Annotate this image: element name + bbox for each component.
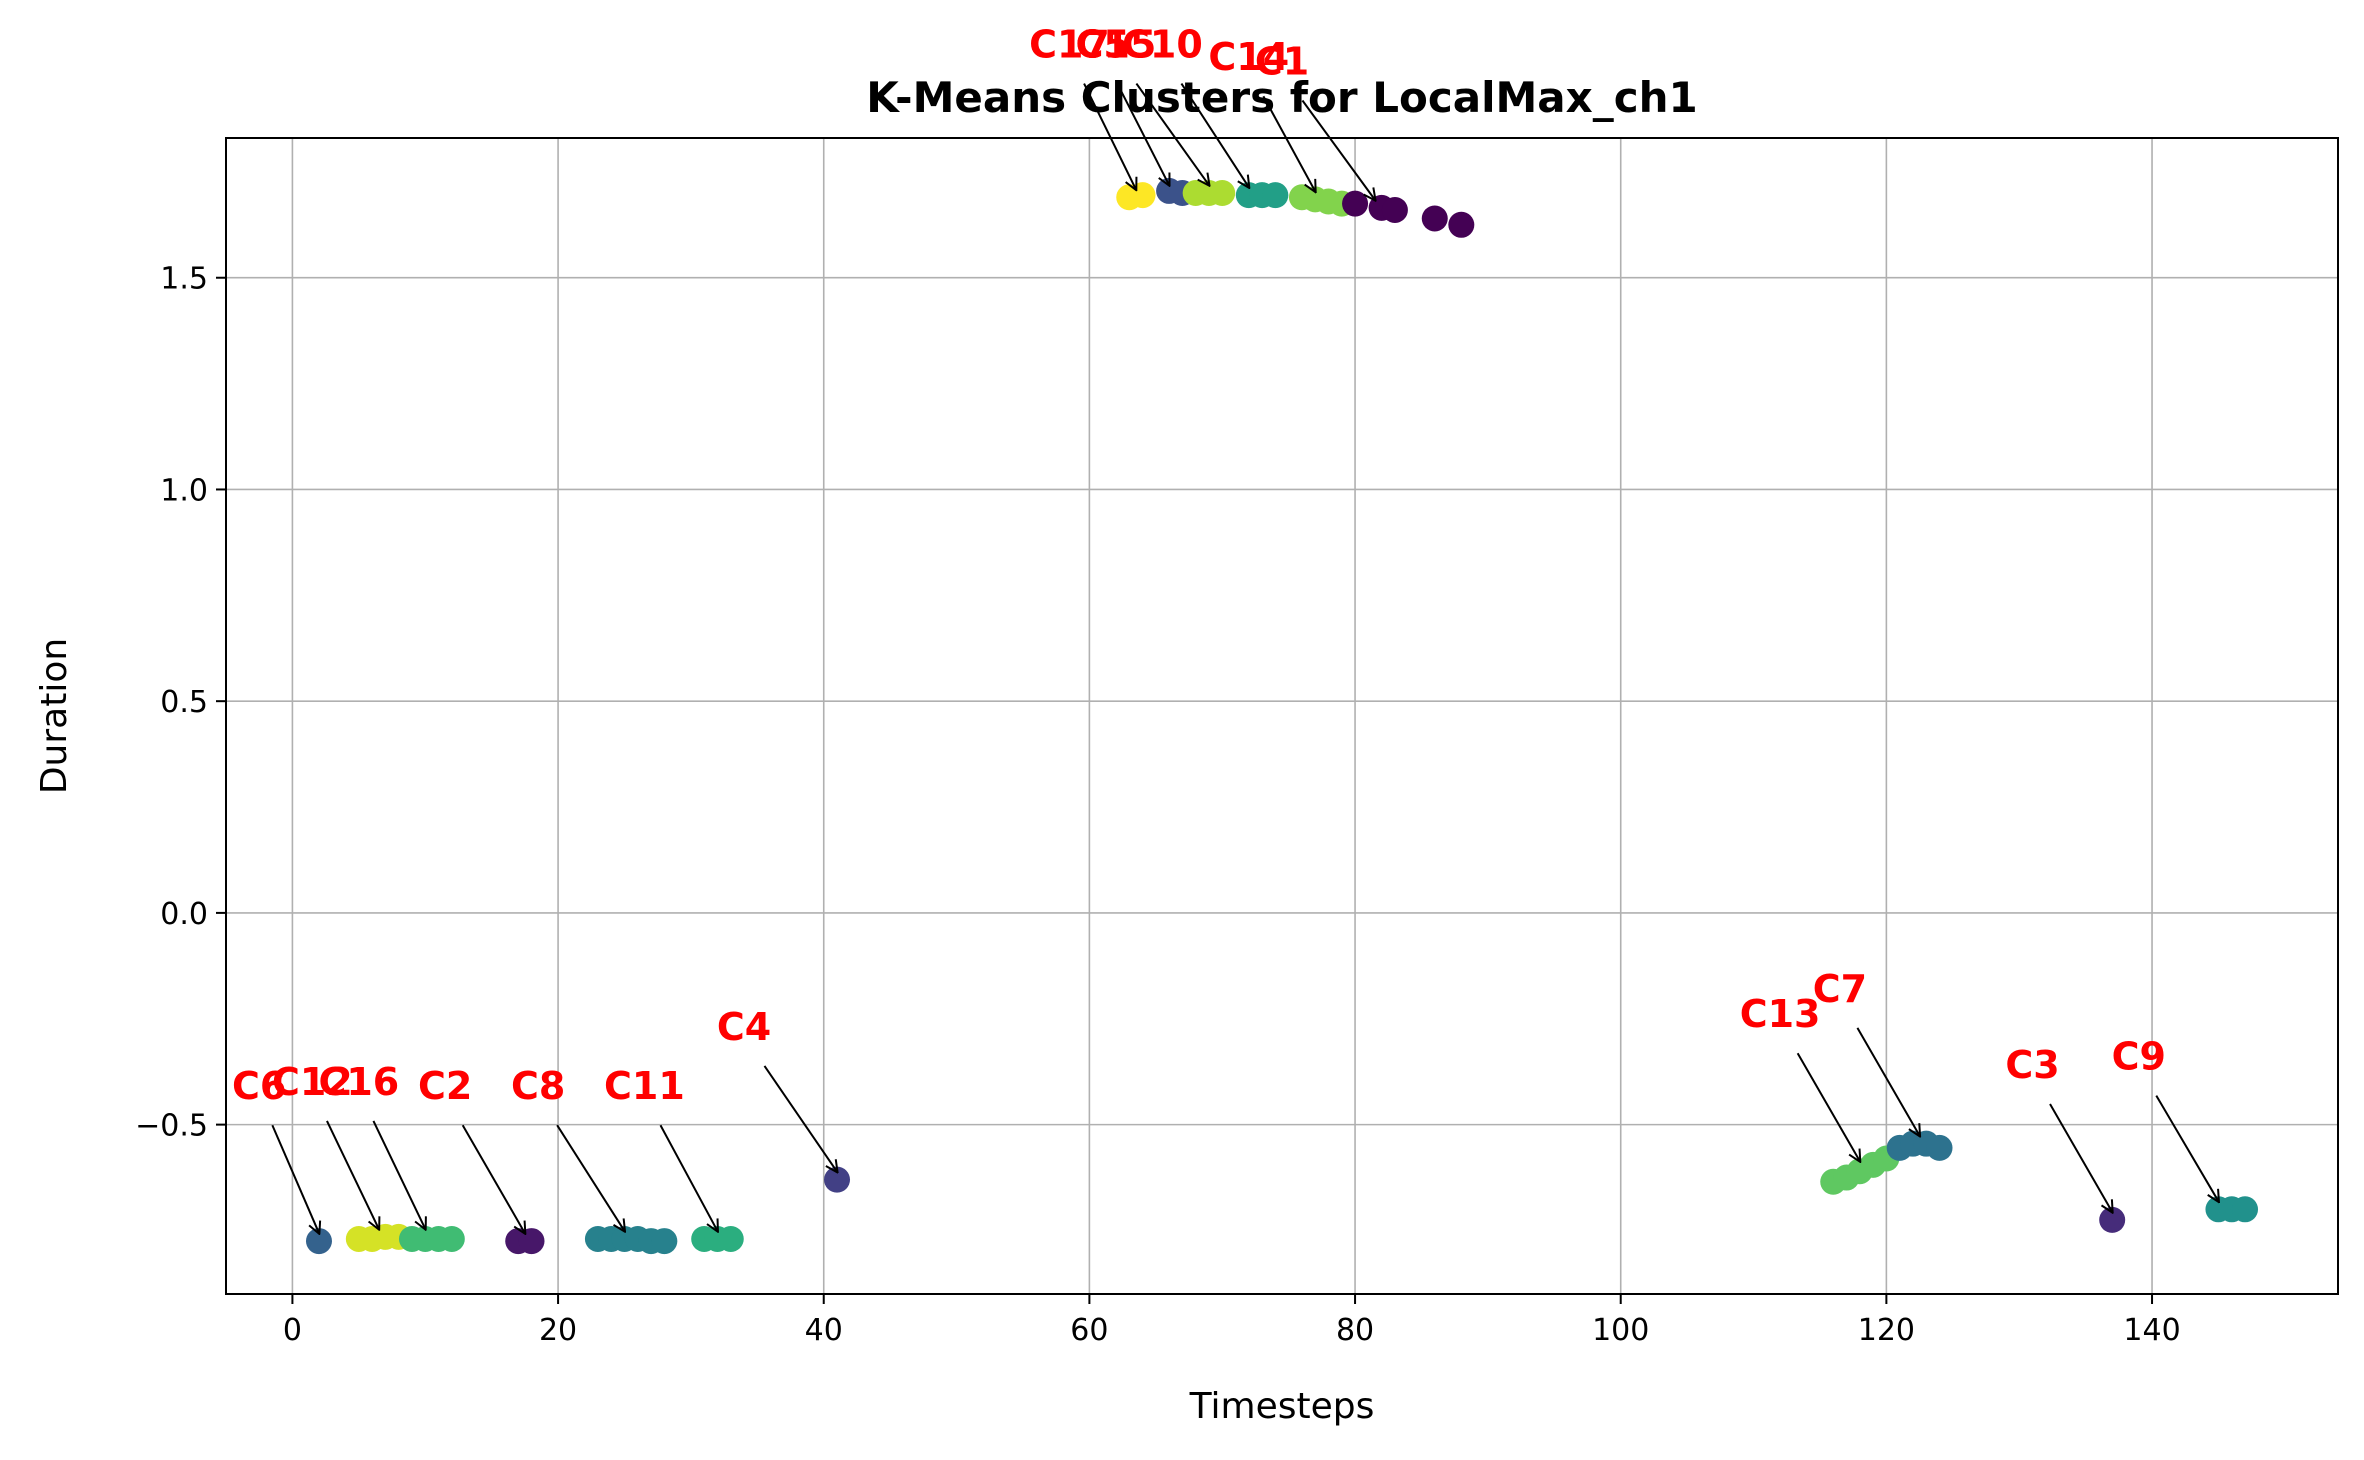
plot-area-frame [225,137,2339,1295]
cluster-label: C10 [1122,23,1203,67]
annotation-arrow [1301,99,1375,199]
cluster-label: C4 [717,1005,771,1049]
y-tick-label: 1.0 [160,473,208,508]
cluster-point [1381,196,1408,223]
chart-title: K-Means Clusters for LocalMax_ch1 [866,73,1697,122]
annotation-arrow [2155,1095,2218,1202]
cluster-label: C6 [232,1064,286,1108]
cluster-point [438,1225,465,1252]
cluster-point [2232,1196,2259,1223]
x-tick-label: 80 [1336,1313,1374,1348]
x-tick-label: 100 [1592,1313,1649,1348]
cluster-label: C11 [604,1064,685,1108]
cluster-label: C13 [1740,992,1821,1036]
annotation-arrow [1116,83,1169,186]
annotation-arrow [1262,95,1315,191]
cluster-label: C2 [418,1064,472,1108]
annotation-arrow [763,1065,837,1172]
cluster-point [518,1228,545,1255]
axis-ticks: 0 20 40 60 80 100 120 140 −0.5 0.0 0.5 1.0 1.5 [135,262,2181,1348]
cluster-label: C7 [1813,967,1867,1011]
x-tick-label: 120 [1858,1313,1915,1348]
annotation-arrow [1856,1027,1919,1136]
cluster-label: C5 [1076,23,1130,67]
cluster-label: C17 [1029,23,1110,67]
y-axis-label: Duration [34,638,75,794]
x-axis-label: Timesteps [1189,1386,1375,1427]
annotation-arrow [2049,1103,2112,1212]
annotation-arrow [1135,82,1209,186]
cluster-point [717,1225,744,1252]
y-tick-label: 1.5 [160,262,208,297]
annotation-arrow [1083,83,1136,190]
cluster-label: C8 [511,1064,565,1108]
cluster-point [1421,205,1448,232]
annotation-arrow [556,1124,624,1231]
annotation-arrow [326,1120,379,1229]
cluster-point [1342,190,1369,217]
x-tick-label: 40 [805,1313,843,1348]
cluster-label: C16 [318,1060,399,1104]
y-tick-label: 0.5 [160,685,208,720]
cluster-label: C9 [2112,1035,2166,1079]
cluster-label: C12 [272,1060,353,1104]
annotation-arrow [1180,83,1248,188]
cluster-label: C15 [1076,23,1157,67]
cluster-point [651,1228,678,1255]
x-tick-label: 60 [1070,1313,1108,1348]
y-tick-label: −0.5 [135,1109,208,1144]
x-tick-label: 140 [2123,1313,2180,1348]
annotation-arrow [1796,1052,1860,1161]
cluster-point [1448,211,1475,238]
annotation-arrow [372,1120,425,1229]
cluster-label: C14 [1208,35,1289,79]
x-tick-label: 20 [539,1313,577,1348]
cluster-point [1926,1134,1953,1161]
annotation-arrow [461,1124,525,1233]
annotation-arrow [659,1124,717,1231]
y-tick-label: 0.0 [160,897,208,932]
x-tick-label: 0 [283,1313,302,1348]
annotation-arrow [271,1124,319,1233]
cluster-label: C3 [2005,1043,2059,1087]
cluster-point [1209,180,1236,207]
grid-lines [226,138,2338,1294]
cluster-point [1262,182,1289,209]
cluster-label: C1 [1255,39,1309,83]
